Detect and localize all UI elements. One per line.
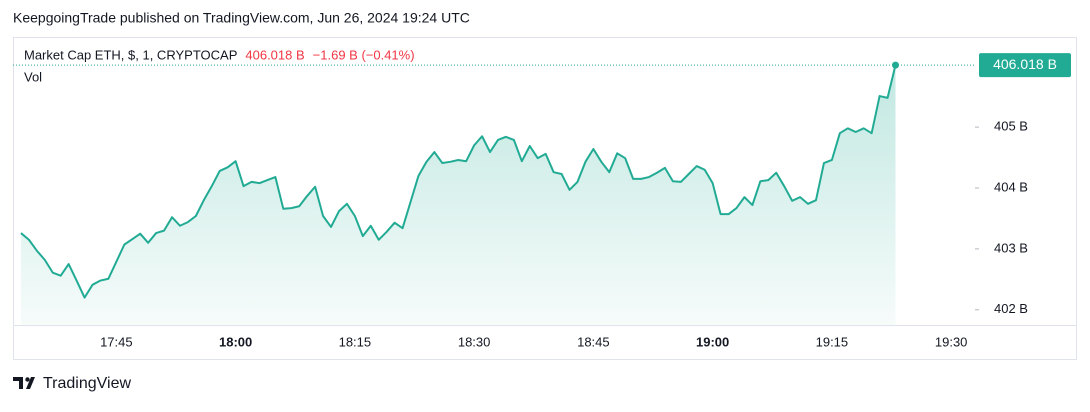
price-line xyxy=(20,64,897,299)
price-tag xyxy=(979,53,1071,78)
brand-logo xyxy=(13,377,35,389)
last-point xyxy=(891,61,899,69)
legend-price: 406.018 B xyxy=(245,47,304,62)
pane-border xyxy=(13,37,1077,360)
plot xyxy=(13,61,975,325)
brand-name: TradingView xyxy=(43,375,131,392)
y-tick-label: 405 B xyxy=(994,119,1028,134)
price-tag-label: 406.018 B xyxy=(993,56,1057,72)
x-tick-label: 18:00 xyxy=(219,334,252,349)
x-tick-label: 19:00 xyxy=(696,334,729,349)
x-tick-label: 18:45 xyxy=(577,334,610,349)
area-fill xyxy=(20,65,896,325)
x-tick-label: 17:45 xyxy=(100,334,133,349)
header-text: KeepgoingTrade published on TradingView.… xyxy=(13,10,470,26)
x-tick-label: 18:15 xyxy=(339,334,372,349)
x-tick-label: 18:30 xyxy=(458,334,491,349)
y-tick-label: 404 B xyxy=(994,179,1028,194)
x-tick-label: 19:30 xyxy=(935,334,968,349)
legend-change: −1.69 B (−0.41%) xyxy=(313,47,415,62)
x-tick-label: 19:15 xyxy=(816,334,849,349)
y-tick-label: 403 B xyxy=(994,240,1028,255)
y-tick-label: 402 B xyxy=(994,301,1028,316)
legend-symbol: Market Cap ETH, $, 1, CRYPTOCAP xyxy=(24,47,237,62)
legend-volume: Vol xyxy=(24,69,42,84)
